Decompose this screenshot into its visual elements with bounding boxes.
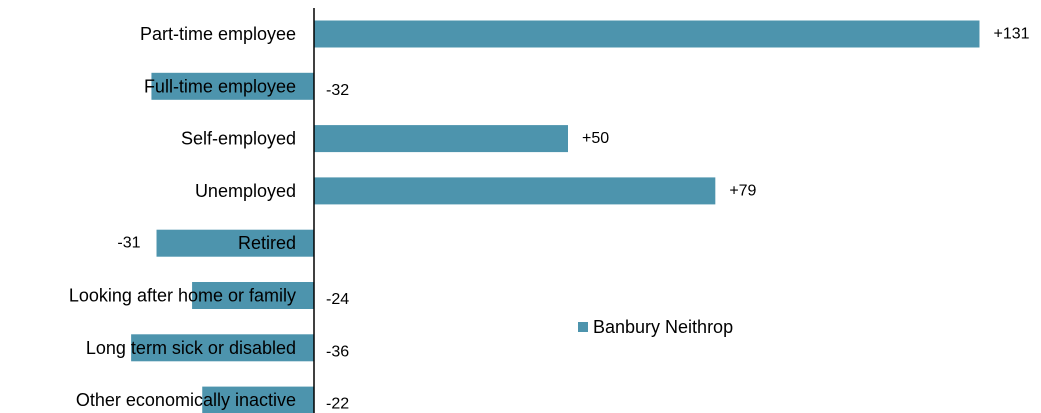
category-label: Self-employed: [181, 129, 296, 149]
bar: [202, 386, 314, 413]
bar: [314, 177, 716, 205]
value-label: -24: [326, 291, 349, 308]
value-label: -32: [326, 82, 349, 99]
legend: Banbury Neithrop: [578, 317, 733, 337]
legend-swatch: [578, 322, 588, 332]
category-label: Full-time employee: [144, 76, 296, 96]
value-label: -22: [326, 396, 349, 413]
category-label: Unemployed: [195, 181, 296, 201]
category-label: Retired: [238, 233, 296, 253]
bar: [131, 334, 314, 362]
value-label: +79: [729, 182, 756, 199]
value-label: -36: [326, 343, 349, 360]
bar: [156, 229, 314, 257]
bars-group: [131, 20, 980, 413]
bar: [192, 282, 314, 309]
bar: [314, 125, 568, 153]
bar: [151, 72, 314, 100]
value-label: +50: [582, 130, 609, 147]
category-labels-group: Part-time employee Full-time employee Self…: [69, 24, 296, 410]
value-labels-group: +131 -32 +50 +79 -31 -24 -36 -22: [117, 26, 1029, 413]
value-label: -31: [117, 235, 140, 252]
category-label: Long term sick or disabled: [86, 338, 296, 358]
category-label: Part-time employee: [140, 24, 296, 44]
value-label: +131: [993, 26, 1029, 43]
bar: [314, 20, 980, 48]
category-label: Looking after home or family: [69, 286, 296, 306]
category-label: Other economically inactive: [76, 390, 296, 410]
legend-label: Banbury Neithrop: [593, 317, 733, 337]
